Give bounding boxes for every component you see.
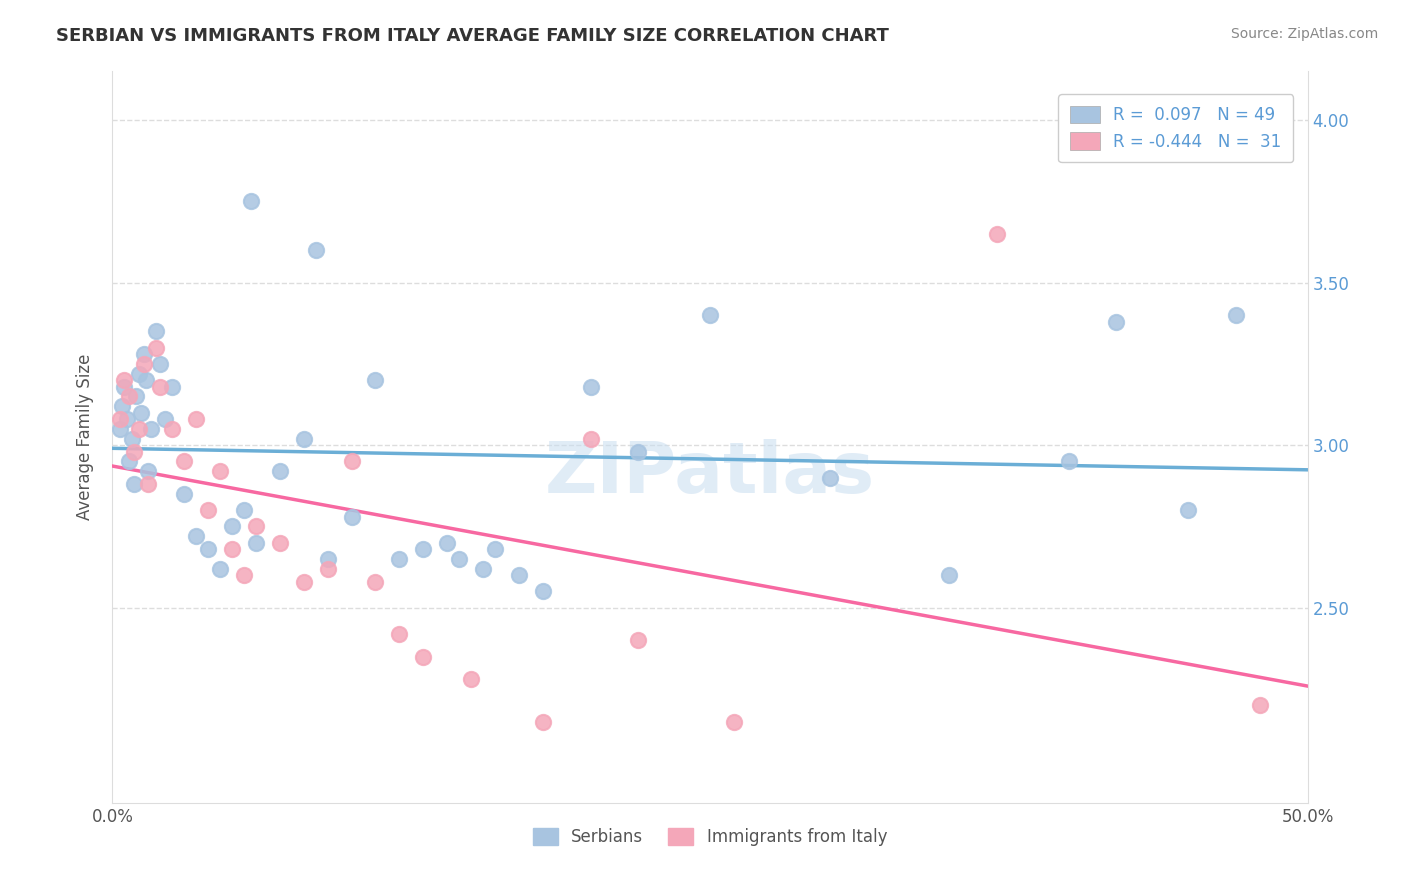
- Point: [316, 552, 339, 566]
- Point: [128, 422, 150, 436]
- Legend: Serbians, Immigrants from Italy: Serbians, Immigrants from Italy: [526, 822, 894, 853]
- Point: [118, 389, 141, 403]
- Y-axis label: Average Family Size: Average Family Size: [76, 354, 94, 520]
- Point: [1105, 315, 1128, 329]
- Point: [108, 412, 131, 426]
- Point: [412, 649, 434, 664]
- Point: [209, 562, 232, 576]
- Point: [132, 347, 155, 361]
- Point: [340, 509, 363, 524]
- Point: [436, 535, 458, 549]
- Point: [135, 373, 157, 387]
- Point: [111, 399, 134, 413]
- Point: [128, 367, 150, 381]
- Point: [118, 454, 141, 468]
- Point: [723, 714, 745, 729]
- Point: [125, 389, 148, 403]
- Point: [149, 357, 172, 371]
- Point: [115, 412, 138, 426]
- Point: [233, 503, 256, 517]
- Point: [114, 373, 135, 387]
- Point: [269, 535, 291, 549]
- Point: [153, 412, 176, 426]
- Point: [269, 464, 291, 478]
- Point: [627, 633, 650, 648]
- Point: [627, 444, 650, 458]
- Point: [121, 432, 143, 446]
- Point: [579, 432, 602, 446]
- Point: [305, 243, 328, 257]
- Point: [818, 471, 841, 485]
- Point: [292, 432, 315, 446]
- Point: [316, 562, 339, 576]
- Point: [114, 380, 135, 394]
- Point: [449, 552, 471, 566]
- Point: [173, 454, 195, 468]
- Point: [388, 552, 411, 566]
- Point: [388, 626, 411, 640]
- Point: [221, 542, 243, 557]
- Point: [138, 477, 160, 491]
- Point: [986, 227, 1008, 241]
- Point: [245, 535, 267, 549]
- Point: [1177, 503, 1199, 517]
- Point: [129, 406, 152, 420]
- Point: [1225, 308, 1247, 322]
- Point: [209, 464, 232, 478]
- Point: [186, 529, 208, 543]
- Point: [122, 477, 145, 491]
- Point: [699, 308, 721, 322]
- Point: [122, 444, 145, 458]
- Point: [138, 464, 160, 478]
- Point: [531, 714, 554, 729]
- Point: [484, 542, 506, 557]
- Point: [938, 568, 960, 582]
- Point: [412, 542, 434, 557]
- Point: [579, 380, 602, 394]
- Point: [173, 487, 195, 501]
- Point: [221, 519, 243, 533]
- Text: ZIPatlas: ZIPatlas: [546, 439, 875, 508]
- Text: SERBIAN VS IMMIGRANTS FROM ITALY AVERAGE FAMILY SIZE CORRELATION CHART: SERBIAN VS IMMIGRANTS FROM ITALY AVERAGE…: [56, 27, 889, 45]
- Point: [240, 194, 263, 209]
- Point: [162, 380, 183, 394]
- Point: [292, 574, 315, 589]
- Point: [197, 542, 219, 557]
- Point: [245, 519, 267, 533]
- Point: [508, 568, 530, 582]
- Point: [145, 325, 167, 339]
- Point: [1057, 454, 1080, 468]
- Point: [531, 584, 554, 599]
- Point: [197, 503, 219, 517]
- Point: [364, 373, 387, 387]
- Point: [472, 562, 495, 576]
- Point: [149, 380, 172, 394]
- Point: [233, 568, 256, 582]
- Point: [108, 422, 131, 436]
- Point: [132, 357, 155, 371]
- Point: [460, 673, 482, 687]
- Point: [139, 422, 162, 436]
- Point: [162, 422, 183, 436]
- Point: [340, 454, 363, 468]
- Point: [1249, 698, 1271, 713]
- Point: [364, 574, 387, 589]
- Point: [145, 341, 167, 355]
- Point: [186, 412, 208, 426]
- Text: Source: ZipAtlas.com: Source: ZipAtlas.com: [1230, 27, 1378, 41]
